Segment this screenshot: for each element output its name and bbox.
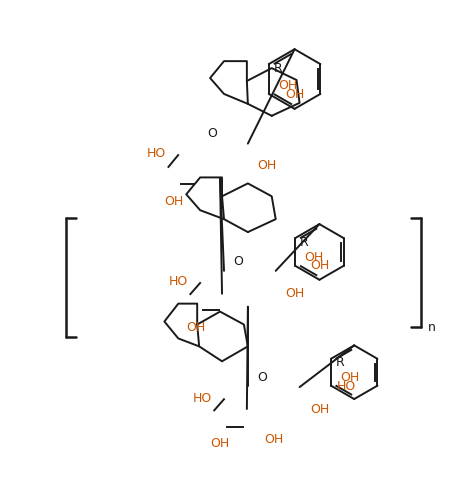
Text: OH: OH [340, 371, 359, 384]
Text: OH: OH [309, 259, 328, 272]
Text: HO: HO [336, 380, 355, 392]
Text: OH: OH [309, 403, 328, 416]
Text: R: R [335, 356, 344, 369]
Text: OH: OH [277, 79, 297, 93]
Text: OH: OH [186, 321, 205, 334]
Text: OH: OH [164, 195, 184, 208]
Text: HO: HO [192, 392, 212, 405]
Text: OH: OH [263, 433, 283, 446]
Text: O: O [207, 127, 217, 140]
Text: n: n [427, 321, 435, 334]
Text: R: R [273, 62, 281, 74]
Text: R: R [299, 236, 308, 248]
Text: HO: HO [168, 275, 188, 288]
Text: O: O [232, 255, 242, 268]
Text: HO: HO [147, 147, 166, 160]
Text: OH: OH [304, 251, 323, 265]
Text: O: O [256, 370, 266, 384]
Text: OH: OH [284, 287, 304, 300]
Text: OH: OH [257, 159, 276, 172]
Text: OH: OH [210, 437, 229, 450]
Text: OH: OH [284, 88, 304, 101]
